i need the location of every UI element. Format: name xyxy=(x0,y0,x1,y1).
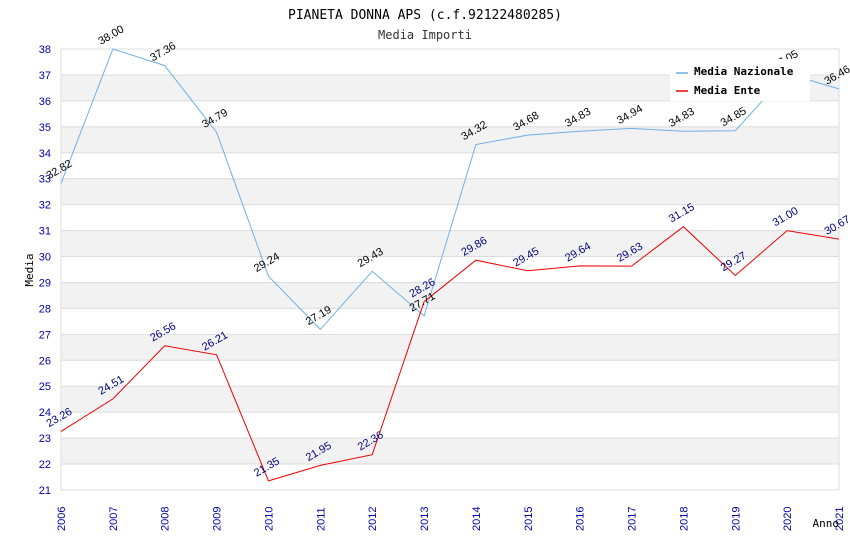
y-tick-label: 32 xyxy=(39,200,51,212)
data-label-media-nazionale: 34.94 xyxy=(615,103,645,127)
y-tick-label: 34 xyxy=(39,148,51,160)
grid-band xyxy=(61,386,839,413)
grid-band xyxy=(61,334,839,361)
x-tick-label: 2011 xyxy=(315,507,327,531)
y-tick-label: 29 xyxy=(39,277,51,289)
x-tick-label: 2014 xyxy=(471,507,483,531)
x-tick-label: 2017 xyxy=(627,507,639,531)
x-tick-label: 2020 xyxy=(782,507,794,531)
y-tick-label: 27 xyxy=(39,329,51,341)
y-tick-label: 38 xyxy=(39,44,51,56)
grid-band xyxy=(61,178,839,205)
x-tick-label: 2016 xyxy=(575,507,587,531)
series-line-media-nazionale xyxy=(60,48,840,331)
x-tick-label: 2013 xyxy=(419,507,431,531)
y-tick-label: 23 xyxy=(39,433,51,445)
data-label-media-nazionale: 34.83 xyxy=(667,106,697,130)
y-tick-label: 21 xyxy=(39,485,51,497)
data-label-media-nazionale: 34.83 xyxy=(563,106,593,130)
series-line-media-ente xyxy=(60,226,840,482)
x-tick-label: 2008 xyxy=(160,507,172,531)
y-tick-label: 22 xyxy=(39,459,51,471)
grid-band xyxy=(61,230,839,257)
legend: Media Nazionale Media Ente xyxy=(670,59,810,101)
x-tick-label: 2019 xyxy=(730,507,742,531)
x-tick-label: 2021 xyxy=(834,507,846,531)
y-tick-label: 35 xyxy=(39,122,51,134)
y-tick-label: 33 xyxy=(39,174,51,186)
data-label-media-nazionale: 38.00 xyxy=(96,23,126,47)
y-tick-label: 37 xyxy=(39,70,51,82)
grid-band xyxy=(61,438,839,465)
grid-band xyxy=(61,282,839,309)
data-label-media-nazionale: 37.36 xyxy=(148,40,178,64)
y-tick-label: 36 xyxy=(39,96,51,108)
x-tick-label: 2018 xyxy=(678,507,690,531)
data-label-media-ente: 31.00 xyxy=(771,205,801,229)
chart-subtitle: Media Importi xyxy=(378,28,472,42)
x-tick-label: 2009 xyxy=(212,507,224,531)
y-tick-label: 31 xyxy=(39,226,51,238)
legend-background xyxy=(670,59,810,101)
x-tick-label: 2006 xyxy=(56,507,68,531)
y-tick-label: 26 xyxy=(39,355,51,367)
y-axis-label: Media xyxy=(23,253,36,286)
x-tick-label: 2012 xyxy=(367,507,379,531)
y-tick-label: 24 xyxy=(39,407,51,419)
x-tick-label: 2015 xyxy=(523,507,535,531)
chart-title: PIANETA DONNA APS (c.f.92122480285) xyxy=(288,8,562,23)
y-tick-label: 30 xyxy=(39,252,51,264)
data-label-media-nazionale: 34.85 xyxy=(719,105,749,129)
x-tick-label: 2007 xyxy=(108,507,120,531)
legend-label-media-ente: Media Ente xyxy=(694,84,761,97)
legend-label-media-nazionale: Media Nazionale xyxy=(694,65,794,78)
y-tick-label: 25 xyxy=(39,381,51,393)
y-tick-label: 28 xyxy=(39,303,51,315)
x-axis-label: Anno xyxy=(813,517,840,530)
x-tick-label: 2010 xyxy=(263,507,275,531)
